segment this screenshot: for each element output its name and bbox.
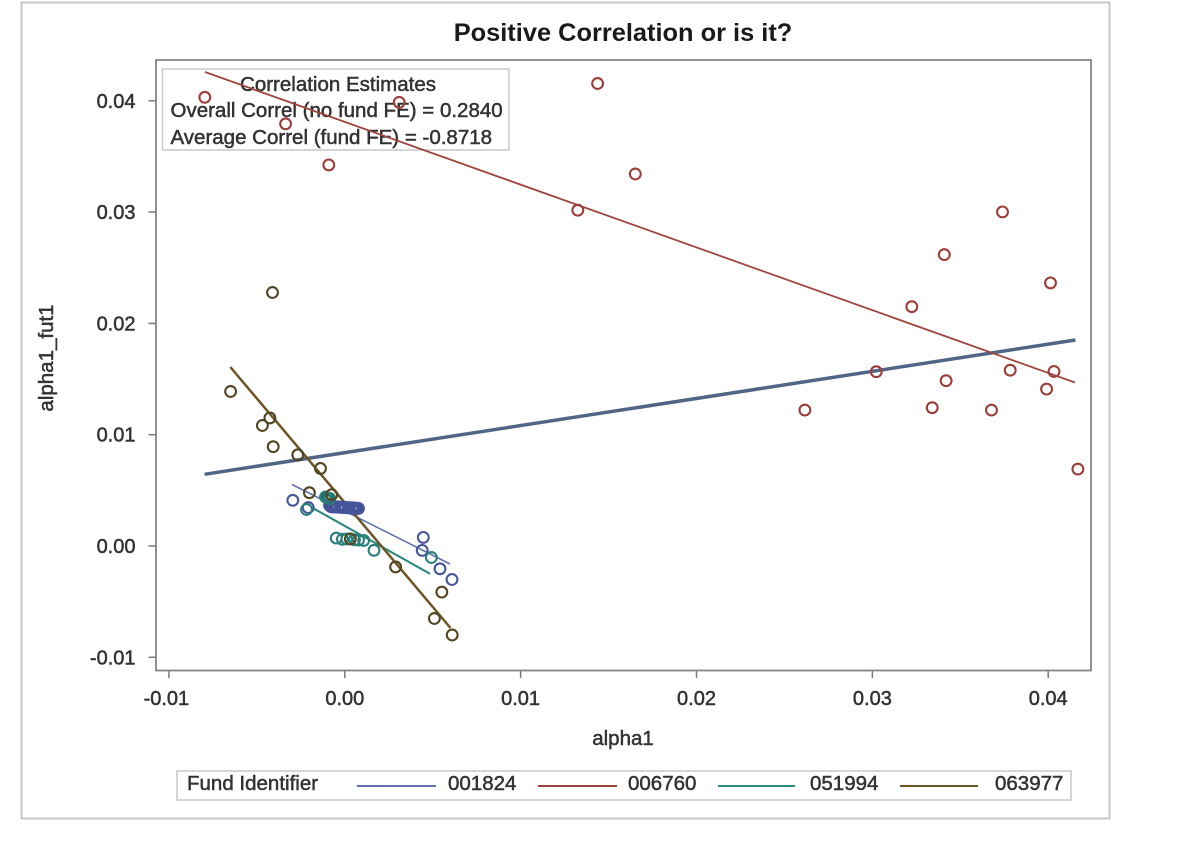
svg-text:063977: 063977 [995, 772, 1063, 795]
svg-text:0.01: 0.01 [97, 425, 136, 447]
svg-text:0.00: 0.00 [325, 688, 364, 710]
svg-text:0.04: 0.04 [97, 91, 136, 113]
svg-text:Overall Correl (no fund FE) =: Overall Correl (no fund FE) = 0.2840 [171, 99, 503, 122]
svg-text:Fund Identifier: Fund Identifier [187, 772, 318, 795]
svg-text:001824: 001824 [448, 772, 516, 795]
svg-text:0.03: 0.03 [853, 688, 892, 710]
svg-text:0.00: 0.00 [97, 536, 136, 558]
svg-text:0.03: 0.03 [97, 202, 136, 224]
svg-text:006760: 006760 [628, 772, 696, 795]
svg-text:0.02: 0.02 [677, 688, 716, 710]
svg-text:0.02: 0.02 [97, 313, 136, 335]
svg-text:-0.01: -0.01 [144, 688, 190, 710]
svg-text:-0.01: -0.01 [90, 647, 136, 669]
svg-text:Positive Correlation or is it?: Positive Correlation or is it? [454, 19, 793, 47]
svg-text:alpha1_fut1: alpha1_fut1 [35, 304, 58, 411]
svg-text:Correlation Estimates: Correlation Estimates [240, 73, 436, 96]
svg-text:0.04: 0.04 [1029, 688, 1068, 710]
svg-text:0.01: 0.01 [501, 688, 540, 710]
svg-text:Average Correl (fund FE) = -0.: Average Correl (fund FE) = -0.8718 [171, 126, 493, 149]
svg-text:alpha1: alpha1 [592, 727, 654, 750]
svg-text:051994: 051994 [810, 772, 878, 795]
